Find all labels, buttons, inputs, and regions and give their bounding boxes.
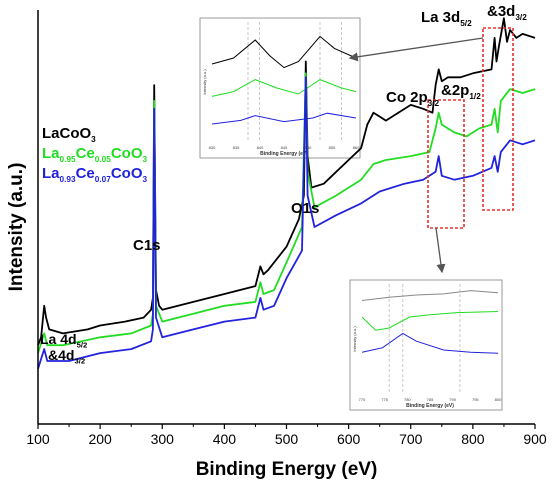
inset-tick-label: 855 <box>329 145 336 150</box>
inset-tick-label: 795 <box>472 397 479 402</box>
inset-tick-label: 850 <box>305 145 312 150</box>
x-tick-label: 800 <box>461 431 485 447</box>
x-tick-label: 500 <box>275 431 299 447</box>
x-tick-label: 300 <box>151 431 175 447</box>
inset-tick-label: 785 <box>427 397 434 402</box>
inset-xlabel: Binding Energy (eV) <box>406 403 454 409</box>
inset-curve-0 <box>211 35 357 69</box>
inset-tick-label: 780 <box>404 397 411 402</box>
inset-frame <box>199 17 361 159</box>
inset-curve-1 <box>361 311 499 331</box>
co2p-arrow <box>435 227 446 274</box>
inset-curve-2 <box>211 112 357 125</box>
inset-curve-1 <box>211 79 357 97</box>
x-axis-title: Binding Energy (eV) <box>196 459 378 480</box>
x-tick-label: 700 <box>399 431 423 447</box>
y-axis-title: Intensity (a.u.) <box>6 163 27 292</box>
x-tick-label: 400 <box>213 431 237 447</box>
inset-ylabel: Intensity (a.u.) <box>202 69 207 95</box>
inset-tick-label: 835 <box>233 145 240 150</box>
inset-tick-label: 840 <box>257 145 264 150</box>
inset-tick-label: 775 <box>381 397 388 402</box>
inset-frame <box>349 279 503 411</box>
inset-curve-2 <box>361 332 499 354</box>
inset-tick-label: 800 <box>495 397 502 402</box>
inset-co2p: 770 775 780 785 790 795 800 Binding Energy (eV)… <box>349 279 503 411</box>
c1s-label: C1s <box>133 237 161 254</box>
inset-tick-label: 790 <box>449 397 456 402</box>
inset-tick-label: 860 <box>353 145 360 150</box>
inset-tick-label: 845 <box>281 145 288 150</box>
la3d-label-a: La 3d5/2 <box>421 9 472 28</box>
inset-la3d: 830 835 840 845 850 855 860 Binding Energy (eV)… <box>199 17 361 159</box>
annotations: La 4d5/2&4d3/2 C1s O1s Co 2p3/2&2p1/2 La 3d5… <box>40 3 527 366</box>
la3d-highlight-box <box>482 27 514 211</box>
la3d-arrow <box>348 37 484 62</box>
x-axis-ticks: 100 200 300 400 500 600 700 800 900 <box>26 424 547 447</box>
la3d-label-b: &3d3/2 <box>487 3 527 22</box>
series-line-2 <box>37 76 536 370</box>
la4d-label-b: &4d3/2 <box>48 347 85 366</box>
legend-entry-0: LaCoO3 <box>42 125 96 144</box>
inset-tick-label: 830 <box>209 145 216 150</box>
co2p-label-a: Co 2p3/2 <box>386 89 440 108</box>
la4d-label-a: La 4d5/2 <box>40 331 87 350</box>
x-tick-label: 600 <box>337 431 361 447</box>
legend-entry-1: La0.95Ce0.05CoO3 <box>42 145 148 164</box>
co2p-highlight-box <box>427 99 465 229</box>
x-tick-label: 100 <box>26 431 50 447</box>
co2p-label-b: &2p1/2 <box>441 82 481 101</box>
x-tick-label: 200 <box>88 431 112 447</box>
inset-curve-0 <box>361 290 499 301</box>
o1s-label: O1s <box>291 200 319 217</box>
x-tick-label: 900 <box>523 431 547 447</box>
inset-tick-label: 770 <box>359 397 366 402</box>
series-group <box>37 17 536 370</box>
inset-ylabel: Intensity (a.u.) <box>352 326 357 352</box>
legend-entry-2: La0.93Ce0.07CoO3 <box>42 165 148 184</box>
inset-xlabel: Binding Energy (eV) <box>260 151 308 157</box>
